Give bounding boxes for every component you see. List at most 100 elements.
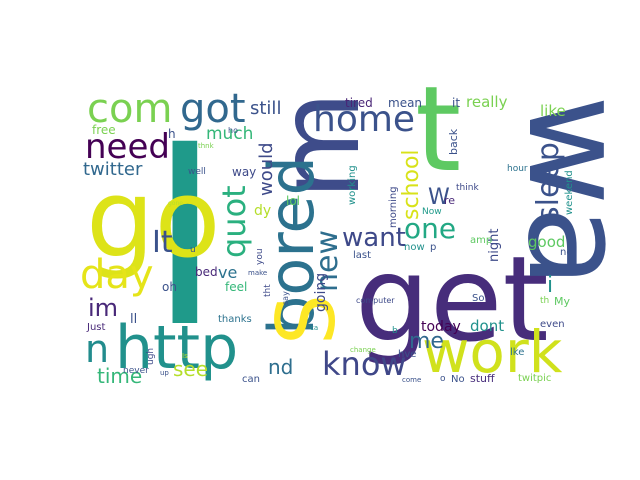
word-sleep: sleep	[531, 142, 566, 222]
word-so: So	[472, 293, 484, 304]
word-today: today	[421, 319, 461, 335]
word-i: I	[148, 91, 222, 382]
word-now: now	[404, 242, 425, 253]
word-mean: mean	[388, 96, 422, 110]
word-ll: ll	[130, 312, 137, 327]
word-really: really	[466, 93, 508, 111]
word-t: t	[415, 60, 461, 198]
word-home: home	[313, 99, 415, 140]
word-no: No	[451, 374, 465, 385]
word-me: me	[409, 329, 444, 354]
word-it: It	[152, 225, 173, 260]
word-go: go	[86, 157, 221, 282]
word-wa: wa	[498, 95, 640, 288]
word-way: way	[232, 165, 256, 179]
word-p: p	[430, 242, 436, 253]
word-dont: dont	[470, 317, 504, 335]
word-would: would	[256, 142, 277, 196]
word-much: much	[206, 124, 253, 144]
word-m: m	[255, 91, 385, 200]
word-even: even	[540, 319, 565, 330]
word-im: im	[88, 294, 118, 322]
word-bored: bored	[255, 156, 328, 335]
word-com: com	[87, 86, 172, 132]
word-one: one	[404, 212, 456, 245]
word-amp: amp	[470, 235, 492, 246]
word-got: got	[180, 86, 246, 132]
word-can: can	[242, 374, 260, 385]
word-working: working	[347, 165, 358, 205]
word-last: last	[353, 250, 371, 261]
word-th: th	[540, 296, 549, 306]
word-ve: ve	[218, 263, 237, 282]
word-ca: ca	[310, 324, 318, 332]
word-feel: feel	[225, 280, 247, 294]
word-now: Now	[422, 207, 442, 217]
word-b: b	[392, 326, 398, 336]
word-i: i	[547, 273, 553, 298]
word-o: o	[440, 374, 446, 384]
word-like: like	[540, 102, 566, 120]
word-w: W	[428, 185, 450, 210]
word-new: new	[310, 230, 345, 292]
word-morning: morning	[388, 186, 399, 228]
word-say: say	[281, 291, 290, 305]
word-lol: lol	[286, 194, 300, 208]
word-weekend: weekend	[564, 170, 575, 215]
word-s: S	[260, 294, 353, 345]
word-http: http	[115, 313, 238, 383]
word-free: free	[92, 123, 116, 137]
word-u: u	[190, 245, 196, 255]
word-layer: I get wa m t go bored S work http com go…	[80, 60, 640, 388]
word-n: n	[85, 327, 109, 371]
word-re: re	[444, 194, 455, 207]
word-h: h	[168, 127, 176, 141]
word-ho: ho	[228, 126, 238, 135]
word-is: Is	[182, 352, 188, 360]
word-good: good	[528, 233, 565, 251]
word-bed: bed	[195, 265, 218, 279]
word-tht: tht	[263, 284, 273, 297]
word-ugh: ugh	[146, 348, 156, 365]
word-just: Just	[86, 322, 105, 333]
word-thnk: thnk	[198, 142, 215, 150]
word-want: want	[342, 223, 406, 253]
word-gone: gone	[168, 200, 183, 207]
word-make: make	[248, 269, 267, 277]
word-computer: computer	[356, 296, 395, 305]
word-twitpic: twitpic	[518, 373, 551, 384]
word-lke: lke	[510, 347, 524, 358]
word-you: you	[255, 248, 265, 265]
word-hour: hour	[507, 164, 528, 174]
word-going: going	[313, 273, 329, 312]
word-know: know	[322, 345, 407, 383]
word-get: get	[355, 230, 549, 368]
word-tired: tired	[345, 96, 373, 110]
word-change: change	[350, 346, 376, 354]
word-no: no	[560, 247, 572, 258]
word-need: need	[85, 127, 170, 167]
word-twitter: twitter	[83, 159, 143, 180]
word-quot: quot	[215, 185, 253, 258]
word-dy: dy	[254, 203, 271, 219]
word-nd: nd	[268, 355, 293, 379]
word-never: never	[123, 366, 149, 376]
word-night: night	[487, 229, 502, 262]
word-see: see	[173, 357, 208, 381]
word-day: day	[80, 252, 154, 298]
word-back: back	[447, 128, 460, 155]
word-think: think	[456, 183, 479, 193]
word-up: up	[160, 369, 169, 377]
word-time: time	[97, 364, 142, 388]
word-work: work	[422, 318, 563, 386]
word-still: still	[250, 98, 281, 119]
word-well: well	[188, 167, 206, 177]
word-it: it	[452, 96, 460, 110]
word-school: school	[399, 149, 424, 220]
word-come: come	[402, 376, 421, 384]
word-oh: oh	[162, 280, 177, 294]
word-stuff: stuff	[470, 372, 495, 385]
word-thanks: thanks	[218, 314, 252, 325]
word-my: My	[554, 295, 570, 308]
